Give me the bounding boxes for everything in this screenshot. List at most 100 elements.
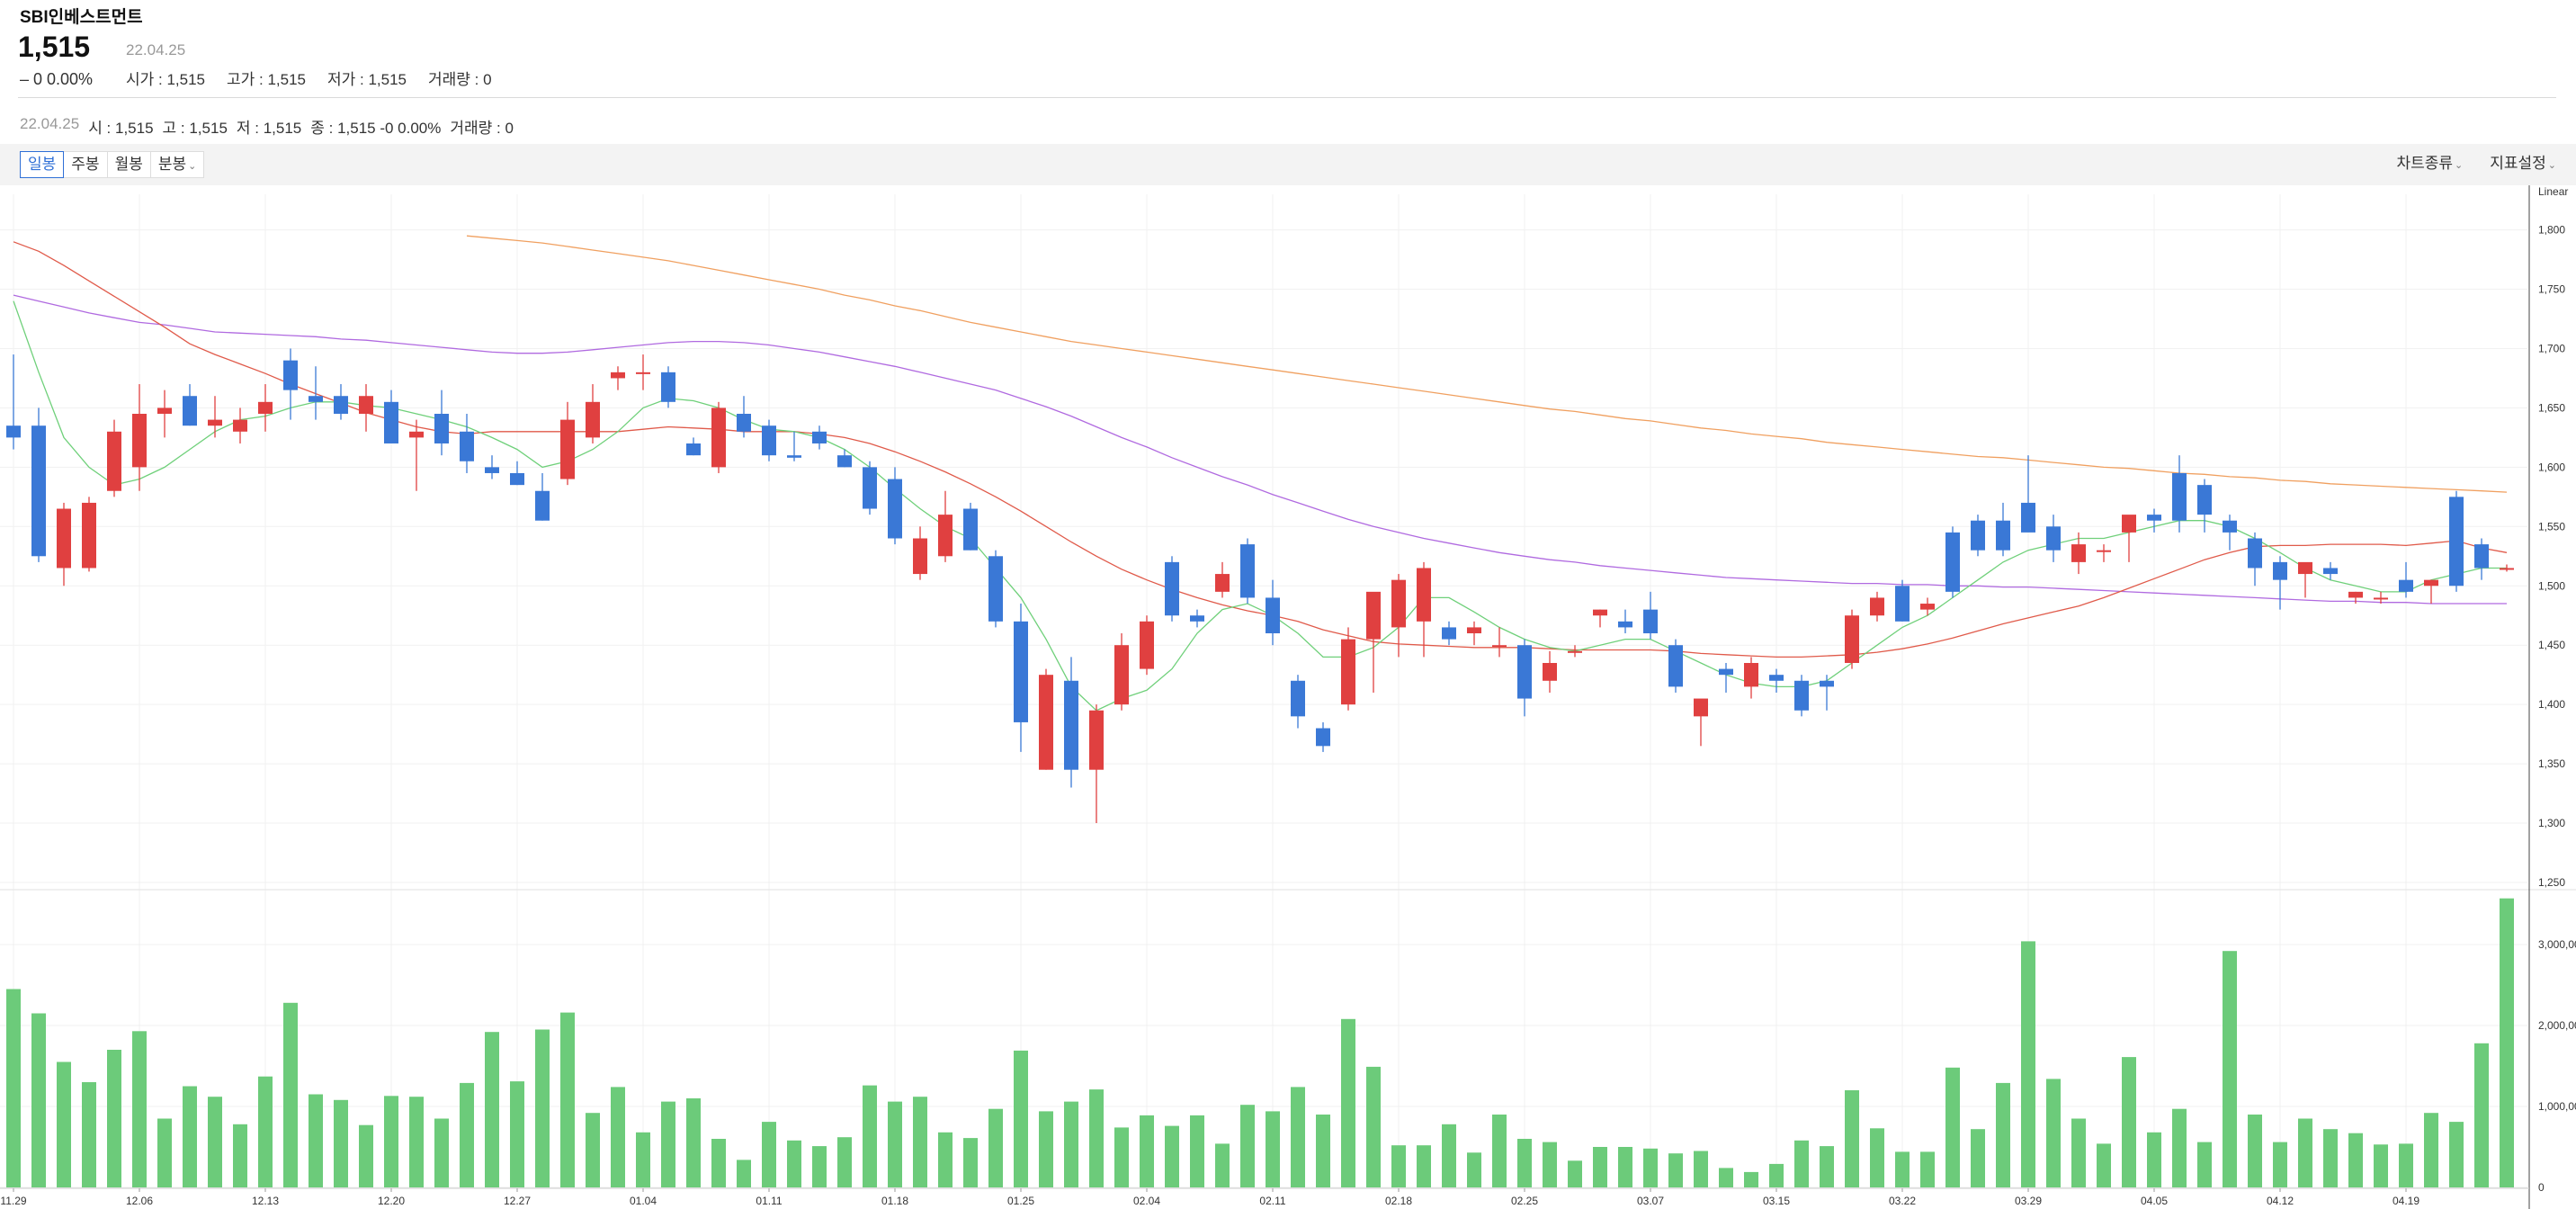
- candle: [1895, 579, 1910, 622]
- open-price: 시가 : 1,515: [126, 71, 205, 88]
- candle: [1945, 526, 1960, 598]
- volume-bar: [686, 1098, 701, 1187]
- candle-body: [1417, 568, 1431, 622]
- candle: [1064, 657, 1078, 788]
- candle-body: [1266, 597, 1280, 634]
- candle-body: [2046, 526, 2061, 551]
- info-high: 고 : 1,515: [162, 120, 228, 137]
- candle-body: [1064, 680, 1078, 770]
- volume-bar: [258, 1076, 273, 1187]
- indicator-settings-dropdown[interactable]: 지표설정 ⌄: [2490, 151, 2556, 178]
- date-tick-label: 01.25: [1007, 1195, 1034, 1207]
- candle-body: [837, 455, 852, 468]
- candle-body: [2500, 568, 2514, 570]
- candle-body: [1820, 680, 1834, 687]
- candle-body: [2097, 550, 2111, 552]
- candle: [686, 437, 701, 456]
- candle-body: [1668, 645, 1683, 687]
- volume-tick-label: 1,000,000: [2538, 1100, 2576, 1113]
- date-tick-label: 12.13: [252, 1195, 279, 1207]
- candle-body: [1014, 621, 1028, 722]
- price-tick-label: 1,400: [2538, 698, 2565, 711]
- volume-bar: [1769, 1163, 1784, 1187]
- date-tick-label: 12.06: [126, 1195, 153, 1207]
- price-tick-label: 1,600: [2538, 461, 2565, 473]
- candle: [283, 348, 298, 420]
- candle-body: [1190, 615, 1204, 622]
- volume-bar: [863, 1085, 877, 1187]
- candle-body: [1391, 579, 1406, 628]
- candle: [1668, 639, 1683, 693]
- candle: [762, 419, 776, 461]
- ohlc-summary: 시가 : 1,515 고가 : 1,515 저가 : 1,515 거래량 : 0: [126, 67, 492, 89]
- date-tick-label: 02.18: [1385, 1195, 1412, 1207]
- candle: [1089, 704, 1104, 824]
- stock-chart[interactable]: Linear 1,250 1,300 1,350 1,400 1,450 1,500 1,55…: [0, 185, 2576, 1209]
- price-tick-label: 1,350: [2538, 757, 2565, 770]
- candle: [1417, 561, 1431, 658]
- candle: [183, 384, 197, 426]
- candle: [1366, 591, 1381, 693]
- tab-daily[interactable]: 일봉: [20, 151, 65, 178]
- candle-body: [586, 401, 600, 438]
- candle-body: [661, 372, 675, 402]
- chart-type-dropdown[interactable]: 차트종류 ⌄: [2396, 151, 2463, 178]
- candle-body: [1291, 680, 1305, 717]
- tab-monthly[interactable]: 월봉: [106, 151, 151, 178]
- date-tick-label: 12.20: [378, 1195, 405, 1207]
- candle-body: [485, 467, 499, 473]
- date-tick-label: 02.04: [1133, 1195, 1160, 1207]
- candle: [1618, 609, 1632, 634]
- price-tick-label: 1,750: [2538, 283, 2565, 296]
- divider: [18, 97, 2556, 98]
- volume-bar: [1568, 1160, 1582, 1187]
- price-tick-label: 1,550: [2538, 520, 2565, 533]
- price-tick-label: 1,650: [2538, 401, 2565, 414]
- candle: [157, 390, 172, 438]
- candle: [2223, 515, 2237, 551]
- candle-body: [737, 414, 751, 432]
- candle-body: [535, 490, 550, 521]
- candle: [2449, 490, 2464, 592]
- candle: [1971, 515, 1985, 557]
- tab-weekly[interactable]: 주봉: [63, 151, 108, 178]
- candle: [510, 461, 524, 486]
- candle: [2021, 455, 2035, 533]
- volume-bar: [31, 1013, 46, 1187]
- volume-tick-label: 0: [2538, 1181, 2545, 1194]
- candle-body: [963, 508, 978, 551]
- price-tick-label: 1,700: [2538, 342, 2565, 354]
- volume-bar: [233, 1124, 247, 1187]
- candle: [1391, 574, 1406, 658]
- stock-name: SBI인베스트먼트: [20, 8, 143, 27]
- volume-bar: [1089, 1089, 1104, 1187]
- candle-body: [2323, 568, 2338, 575]
- volume-bar: [409, 1097, 424, 1187]
- info-open: 시 : 1,515: [88, 120, 154, 137]
- candle-body: [107, 431, 121, 491]
- candle-body: [863, 467, 877, 509]
- date-axis: 11.29 12.06 12.13 12.20 12.27 01.04 01.11 01.18…: [0, 1188, 2419, 1207]
- volume-bar: [283, 1002, 298, 1187]
- volume-bar: [1165, 1125, 1179, 1187]
- chevron-down-icon: ⌄: [2455, 160, 2464, 171]
- tab-minute[interactable]: 분봉 ⌄: [149, 151, 205, 178]
- volume-bar: [611, 1087, 625, 1187]
- candle-body: [1467, 627, 1481, 634]
- candle: [863, 461, 877, 515]
- candle: [2474, 538, 2489, 580]
- candle: [132, 384, 147, 491]
- volume-bar: [1215, 1143, 1230, 1187]
- candle-body: [2021, 502, 2035, 533]
- quote-date: 22.04.25: [126, 41, 186, 58]
- candle: [1467, 621, 1481, 646]
- candle: [1744, 657, 1758, 699]
- candle-body: [2449, 497, 2464, 587]
- volume-bar: [510, 1081, 524, 1187]
- chart-options: 차트종류 ⌄ 지표설정 ⌄: [2396, 151, 2556, 178]
- candle: [2298, 561, 2312, 598]
- candle-body: [1215, 574, 1230, 592]
- candle-body: [1920, 604, 1935, 610]
- candle-body: [2348, 591, 2363, 598]
- scale-label: Linear: [2538, 185, 2568, 198]
